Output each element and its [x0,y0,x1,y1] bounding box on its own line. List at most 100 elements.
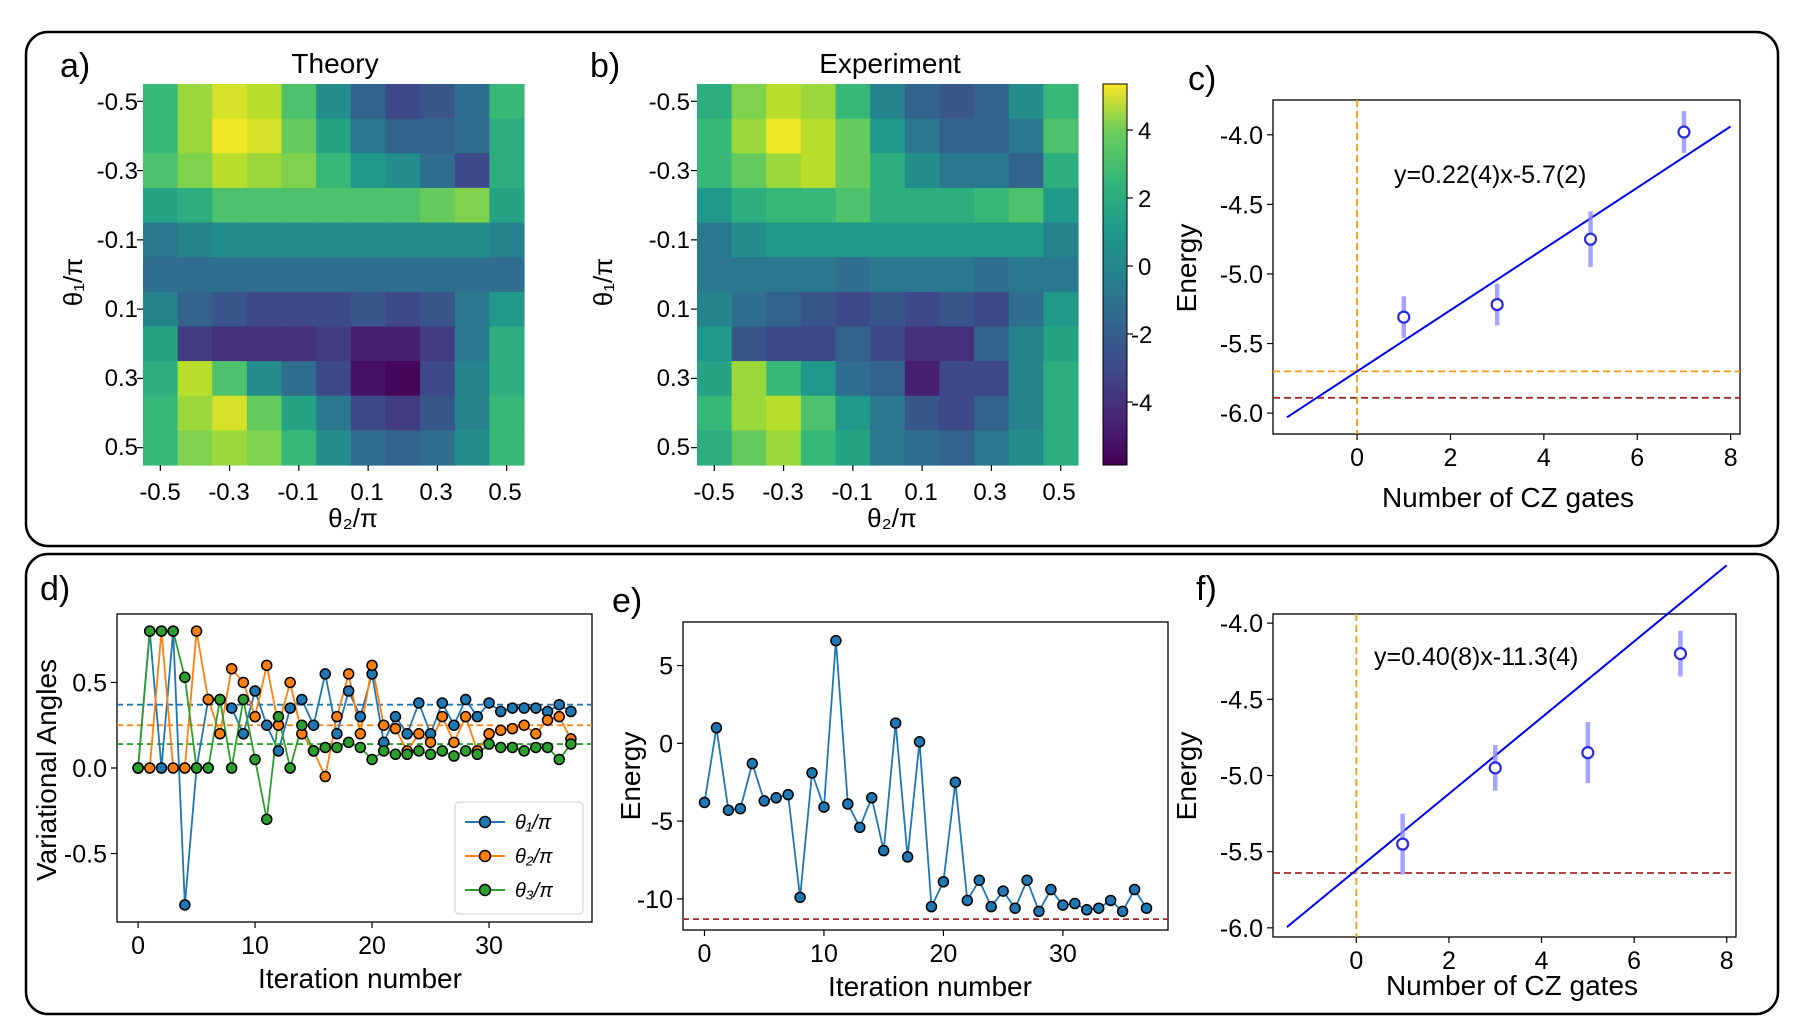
heatmap-cell [316,326,352,362]
chart-c-cz-scaling: 0 2 4 6 8 -4.0 -4.5 -5.0 -5.5 -6.0 y=0.22(4)x-5.7… [1171,99,1741,513]
colorbar-tick-label: -4 [1131,390,1152,417]
heatmap-cell [246,222,283,258]
series-point [307,745,320,757]
heatmap-experiment-xlabel: θ₂/π [867,503,917,533]
heatmap-cell [489,361,525,397]
heatmap-cell [904,187,941,224]
heatmap-cell [731,361,767,397]
y-tick-label: -0.1 [97,227,138,254]
series-point [494,705,507,718]
heatmap-cell [870,153,906,189]
heatmap-cell [939,430,975,466]
x-tick-label: 30 [1049,940,1077,968]
heatmap-cell [904,361,941,397]
heatmap-cell [697,84,733,120]
legend-marker [478,849,492,863]
heatmap-cell [385,430,421,466]
heatmap-cell [1008,326,1044,362]
series-point [483,697,495,709]
heatmap-cell [489,153,525,189]
chart-f-ylabel: Energy [1171,732,1202,821]
heatmap-cell [212,326,248,362]
heatmap-cell [281,84,317,120]
heatmap-experiment-y-ticks: -0.5 -0.3 -0.1 0.1 0.3 0.5 [649,89,690,461]
series-point [413,697,425,709]
series-point [296,719,308,731]
x-tick-label: 2 [1442,947,1456,975]
series-point [794,891,806,904]
x-tick-label: 6 [1627,947,1641,975]
legend-label: θ₁/π [515,812,552,834]
series-point [401,748,413,761]
heatmap-theory-ylabel: θ₁/π [58,258,88,306]
heatmap-cell [350,118,387,154]
chart-d-plot [117,625,592,911]
series-point [261,813,273,826]
heatmap-cell [246,153,283,189]
heatmap-cell [766,187,802,224]
heatmap-cell [385,361,421,397]
heatmap-cell [766,291,802,328]
series-point [746,757,759,770]
heatmap-cell [800,153,837,189]
heatmap-cell [1043,291,1079,328]
heatmap-cell [281,153,317,189]
series-point [770,792,782,804]
y-tick-label: -5.0 [1220,261,1263,289]
heatmap-cell [385,118,421,154]
heatmap-cell [489,84,525,120]
heatmap-cell [1043,361,1079,397]
series-point [553,698,565,711]
heatmap-cell [835,153,871,189]
heatmap-cell [281,395,317,431]
heatmap-cell [800,361,837,397]
y-tick-label: 0.1 [105,296,138,323]
heatmap-cell [489,118,525,154]
series-point [565,738,577,750]
series-point [167,762,179,774]
heatmap-cell [212,153,248,189]
heatmap-cell [177,153,213,189]
series-point [377,745,390,757]
heatmap-cell [1008,257,1044,293]
series-point [272,745,285,757]
series-point [553,753,565,766]
heatmap-cell [800,291,837,328]
heatmap-experiment-x-ticks: -0.5 -0.3 -0.1 0.1 0.3 0.5 [693,479,1075,506]
series-point [331,741,343,754]
heatmap-cell [316,291,352,328]
legend-label: θ₂/π [515,846,553,868]
heatmap-cell [870,291,906,328]
y-tick-label: -0.5 [64,841,107,869]
series-point [854,821,866,834]
heatmap-cell [420,430,456,466]
heatmap-cell [489,291,525,328]
x-tick-label: 0 [1349,947,1363,975]
panel-label-e: e) [612,582,642,620]
heatmap-cell [212,257,248,293]
x-tick-label: 10 [810,940,838,968]
heatmap-cell [281,118,317,154]
chart-c-plot [1273,100,1740,434]
data-point [1677,125,1691,139]
x-tick-label: -0.3 [762,479,803,506]
colorbar-tick-label: 2 [1138,186,1151,213]
heatmap-cell [212,430,248,466]
series-point [865,792,878,804]
series-point [1128,883,1141,896]
heatmap-cell [489,395,525,431]
heatmap-cell [904,326,941,362]
series-point [401,728,413,740]
series-point [331,710,343,723]
heatmap-cell [1043,84,1079,120]
heatmap-cell [454,118,490,154]
x-tick-label: 10 [241,932,269,960]
colorbar-tick-label: 0 [1138,254,1151,281]
y-tick-label: -0.5 [649,89,690,116]
series-point [179,762,191,774]
heatmap-cell [350,291,387,328]
y-tick-label: 0.3 [657,365,690,392]
series-point [284,762,296,774]
series-point [413,745,425,757]
heatmap-cell [835,222,871,258]
